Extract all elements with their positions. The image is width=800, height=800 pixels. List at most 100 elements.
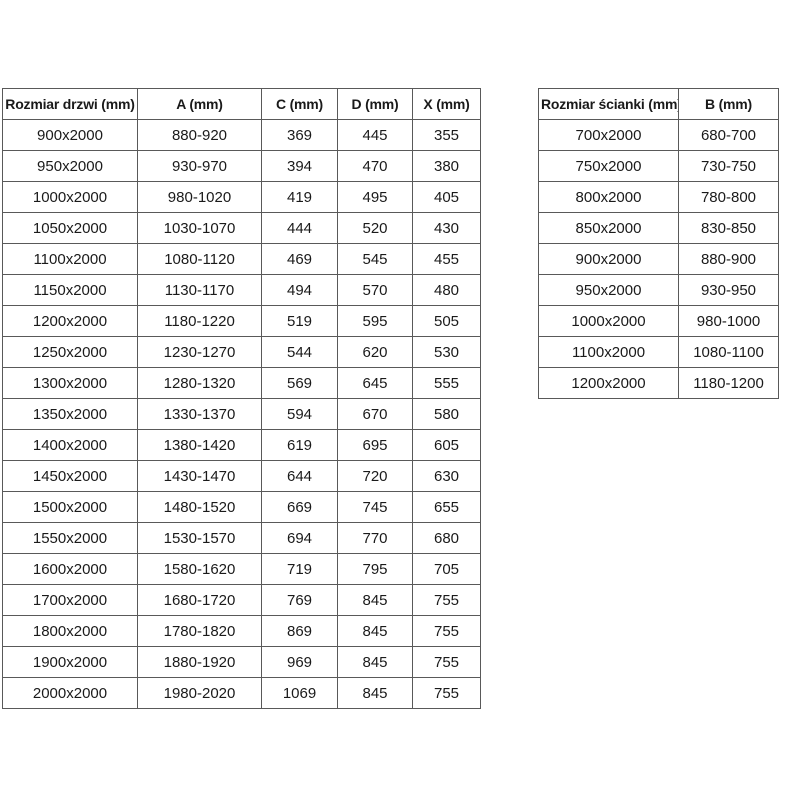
table-cell: 1900x2000: [2, 646, 138, 678]
table-cell: 980-1000: [678, 305, 779, 337]
table-cell: 720: [337, 460, 413, 492]
table-cell: 430: [412, 212, 481, 244]
table-cell: 544: [261, 336, 338, 368]
table-cell: 1030-1070: [137, 212, 262, 244]
table-cell: 645: [337, 367, 413, 399]
table-cell: 745: [337, 491, 413, 523]
table-row: 950x2000 930-970 394 470 380: [2, 150, 481, 182]
table-cell: 1380-1420: [137, 429, 262, 461]
table-cell: 980-1020: [137, 181, 262, 213]
table-cell: 1300x2000: [2, 367, 138, 399]
table-cell: 755: [412, 677, 481, 709]
table-row: 1400x2000 1380-1420 619 695 605: [2, 429, 481, 461]
table-cell: 1600x2000: [2, 553, 138, 585]
table-cell: 1080-1100: [678, 336, 779, 368]
table-cell: 419: [261, 181, 338, 213]
table-cell: 1200x2000: [538, 367, 679, 399]
table-cell: 880-900: [678, 243, 779, 275]
table-cell: 594: [261, 398, 338, 430]
table-cell: 669: [261, 491, 338, 523]
table-cell: 1280-1320: [137, 367, 262, 399]
table-cell: 1180-1200: [678, 367, 779, 399]
table-cell: 869: [261, 615, 338, 647]
table-cell: 569: [261, 367, 338, 399]
table-row: 700x2000 680-700: [538, 119, 779, 151]
table-cell: 680-700: [678, 119, 779, 151]
table-cell: 755: [412, 615, 481, 647]
table-cell: 655: [412, 491, 481, 523]
table-cell: 1880-1920: [137, 646, 262, 678]
table-cell: 619: [261, 429, 338, 461]
table-row: 1500x2000 1480-1520 669 745 655: [2, 491, 481, 523]
table-cell: 800x2000: [538, 181, 679, 213]
table-row: 1450x2000 1430-1470 644 720 630: [2, 460, 481, 492]
table-cell: 494: [261, 274, 338, 306]
table-cell: 700x2000: [538, 119, 679, 151]
table-cell: 530: [412, 336, 481, 368]
table-cell: 1200x2000: [2, 305, 138, 337]
table-row: 1200x2000 1180-1220 519 595 505: [2, 305, 481, 337]
table-cell: 670: [337, 398, 413, 430]
table-cell: 1980-2020: [137, 677, 262, 709]
table-cell: 1580-1620: [137, 553, 262, 585]
table-row: 950x2000 930-950: [538, 274, 779, 306]
table-cell: 1100x2000: [2, 243, 138, 275]
table-cell: 469: [261, 243, 338, 275]
table-cell: 1800x2000: [2, 615, 138, 647]
table-cell: 969: [261, 646, 338, 678]
table-cell: 380: [412, 150, 481, 182]
table-cell: 1330-1370: [137, 398, 262, 430]
table-row: 2000x2000 1980-2020 1069 845 755: [2, 677, 481, 709]
table-cell: 755: [412, 584, 481, 616]
table-row: 1600x2000 1580-1620 719 795 705: [2, 553, 481, 585]
table-cell: 1000x2000: [538, 305, 679, 337]
table-cell: 570: [337, 274, 413, 306]
table-cell: 730-750: [678, 150, 779, 182]
column-header: X (mm): [412, 88, 481, 120]
table-cell: 1480-1520: [137, 491, 262, 523]
table-cell: 694: [261, 522, 338, 554]
table-cell: 1400x2000: [2, 429, 138, 461]
table-row: 1250x2000 1230-1270 544 620 530: [2, 336, 481, 368]
table-row: 1000x2000 980-1020 419 495 405: [2, 181, 481, 213]
table-cell: 630: [412, 460, 481, 492]
table-row: 1100x2000 1080-1120 469 545 455: [2, 243, 481, 275]
table-cell: 480: [412, 274, 481, 306]
table-cell: 520: [337, 212, 413, 244]
table-row: 1350x2000 1330-1370 594 670 580: [2, 398, 481, 430]
table-cell: 1230-1270: [137, 336, 262, 368]
table-cell: 1550x2000: [2, 522, 138, 554]
table-cell: 1430-1470: [137, 460, 262, 492]
table-cell: 900x2000: [538, 243, 679, 275]
table-cell: 1500x2000: [2, 491, 138, 523]
table-row: 800x2000 780-800: [538, 181, 779, 213]
table-cell: 455: [412, 243, 481, 275]
table-cell: 769: [261, 584, 338, 616]
table-row: 1800x2000 1780-1820 869 845 755: [2, 615, 481, 647]
table-cell: 620: [337, 336, 413, 368]
table-row: 900x2000 880-900: [538, 243, 779, 275]
table-row: 1700x2000 1680-1720 769 845 755: [2, 584, 481, 616]
table-cell: 355: [412, 119, 481, 151]
table-cell: 1350x2000: [2, 398, 138, 430]
table-cell: 830-850: [678, 212, 779, 244]
table-cell: 950x2000: [538, 274, 679, 306]
table-row: 900x2000 880-920 369 445 355: [2, 119, 481, 151]
table-cell: 845: [337, 584, 413, 616]
table-row: 1150x2000 1130-1170 494 570 480: [2, 274, 481, 306]
table-cell: 680: [412, 522, 481, 554]
column-header: B (mm): [678, 88, 779, 120]
table-cell: 1700x2000: [2, 584, 138, 616]
table-cell: 1080-1120: [137, 243, 262, 275]
table-cell: 519: [261, 305, 338, 337]
table-row: 1100x2000 1080-1100: [538, 336, 779, 368]
table-cell: 850x2000: [538, 212, 679, 244]
table-cell: 605: [412, 429, 481, 461]
table-row: 1900x2000 1880-1920 969 845 755: [2, 646, 481, 678]
table-cell: 2000x2000: [2, 677, 138, 709]
table-row: 850x2000 830-850: [538, 212, 779, 244]
table-cell: 755: [412, 646, 481, 678]
table-row: 1000x2000 980-1000: [538, 305, 779, 337]
table-cell: 470: [337, 150, 413, 182]
table-cell: 1130-1170: [137, 274, 262, 306]
